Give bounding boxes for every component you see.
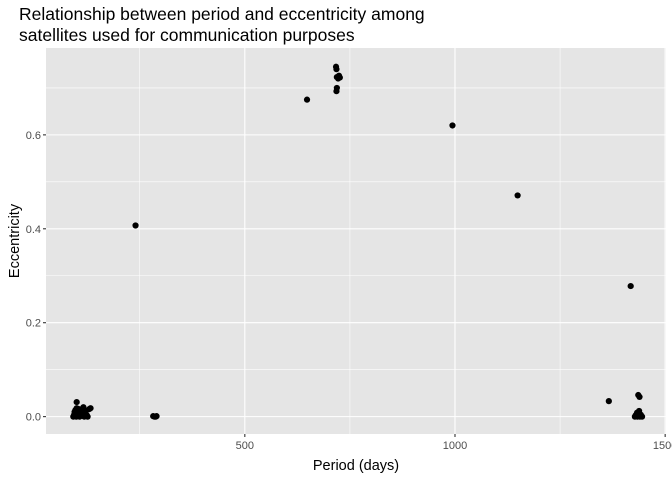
grid-minor [46,48,666,434]
grid-major [46,48,666,434]
data-point [303,96,311,103]
x-tick-label: 1000 [443,440,467,452]
y-tick-label: 0.6 [26,130,41,142]
y-tick-label: 0.0 [26,412,41,424]
data-point [514,192,521,199]
data-point [84,413,91,420]
chart-title-line-2: satellites used for communication purpos… [19,25,355,45]
data-point [333,88,340,95]
data-point [153,413,160,420]
y-axis-title: Eccentricity [7,203,23,278]
data-point [636,393,643,401]
data-point [132,222,139,229]
data-point [627,282,634,290]
data-point [336,74,343,81]
data-point [87,405,94,412]
y-axis: 0.0 0.2 0.4 0.6 [26,130,46,424]
chart-title-line-1: Relationship between period and eccentri… [19,4,425,24]
data-points [70,63,646,420]
chart-title: Relationship between period and eccentri… [19,4,659,46]
data-point [333,66,340,73]
data-point [449,122,456,129]
data-point [73,398,80,406]
data-point [605,398,612,405]
plot-panel [46,48,666,434]
x-tick-label: 500 [236,440,254,452]
x-axis-title: Period (days) [313,458,399,474]
y-tick-label: 0.4 [26,224,41,236]
y-tick-label: 0.2 [26,318,41,330]
data-point [638,413,646,420]
